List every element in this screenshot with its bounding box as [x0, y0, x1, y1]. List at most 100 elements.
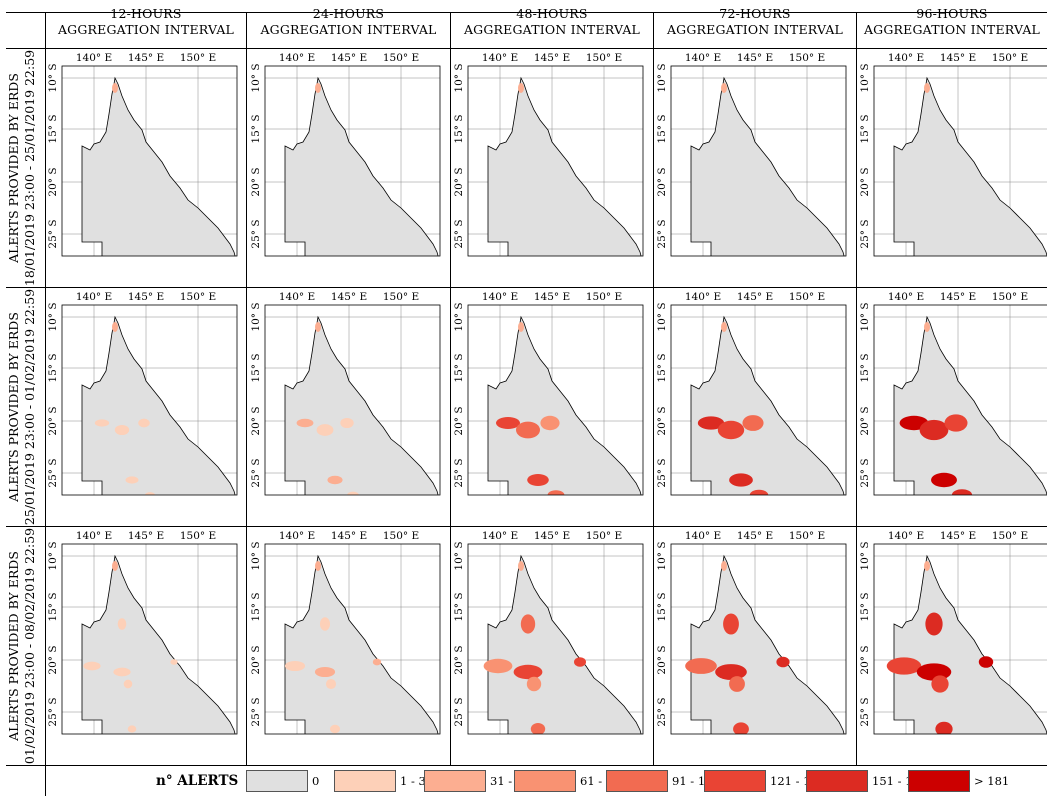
- row-header: ALERTS PROVIDED BY ERDS 18/01/2019 23:00…: [0, 49, 44, 287]
- map-frame: [670, 65, 847, 257]
- alert-area: [721, 83, 727, 93]
- legend: n° ALERTS 0 1 - 30 31 - 60 61 - 90 91 - …: [46, 766, 1047, 796]
- latitude-tick-label: 20° S: [250, 406, 262, 435]
- latitude-tick-label: 20° S: [656, 406, 668, 435]
- alert-area: [733, 722, 749, 734]
- longitude-tick-label: 145° E: [737, 530, 773, 542]
- alert-area: [540, 415, 560, 431]
- latitude-tick-label: 15° S: [656, 592, 668, 621]
- alert-area: [527, 474, 549, 486]
- alert-area: [715, 664, 747, 680]
- alert-area: [924, 83, 930, 93]
- alert-area: [319, 617, 331, 631]
- column-header-subtitle: AGGREGATION INTERVAL: [666, 22, 844, 37]
- map-svg: 140° E 145° E 150° E 10° S 15° S 20° S 25° S: [47, 291, 238, 496]
- longitude-tick-label: 140° E: [76, 530, 112, 542]
- alert-area: [170, 659, 178, 665]
- queensland-landmass: [81, 315, 236, 495]
- queensland-landmass: [487, 76, 642, 256]
- latitude-tick-label: 25° S: [453, 458, 465, 487]
- row-header: ALERTS PROVIDED BY ERDS 25/01/2019 23:00…: [0, 288, 44, 526]
- alert-area: [925, 612, 943, 636]
- alert-area: [138, 418, 150, 428]
- alert-area: [329, 724, 341, 734]
- map-frame: [61, 304, 238, 496]
- map-panel: 140° E 145° E 150° E 10° S 15° S 20° S 25° S: [250, 291, 441, 496]
- map-svg: 140° E 145° E 150° E 10° S 15° S 20° S 25° S: [656, 52, 847, 257]
- longitude-tick-label: 145° E: [331, 52, 367, 64]
- alert-area: [721, 561, 727, 571]
- map-panel: 140° E 145° E 150° E 10° S 15° S 20° S 25° S: [250, 52, 441, 257]
- longitude-tick-label: 140° E: [279, 52, 315, 64]
- grid-line: [6, 48, 1047, 49]
- queensland-landmass: [487, 315, 642, 495]
- map-svg: 140° E 145° E 150° E 10° S 15° S 20° S 25° S: [859, 530, 1047, 735]
- legend-swatch: [606, 770, 668, 792]
- map-panel: 140° E 145° E 150° E 10° S 15° S 20° S 25° S: [453, 291, 644, 496]
- longitude-tick-label: 150° E: [789, 291, 825, 303]
- map-frame: [467, 65, 644, 257]
- queensland-landmass: [893, 315, 1047, 495]
- alert-area: [113, 667, 131, 677]
- longitude-tick-label: 145° E: [331, 530, 367, 542]
- alert-area: [924, 322, 930, 332]
- latitude-tick-label: 10° S: [453, 541, 465, 570]
- latitude-tick-label: 15° S: [47, 353, 59, 382]
- latitude-tick-label: 15° S: [859, 592, 871, 621]
- alert-area: [776, 656, 790, 668]
- map-panel: 140° E 145° E 150° E 10° S 15° S 20° S 25° S: [47, 291, 238, 496]
- map-panel: 140° E 145° E 150° E 10° S 15° S 20° S 25° S: [250, 530, 441, 735]
- latitude-tick-label: 20° S: [453, 645, 465, 674]
- grid-line: [856, 12, 857, 766]
- map-frame: [670, 543, 847, 735]
- latitude-tick-label: 20° S: [656, 645, 668, 674]
- latitude-tick-label: 20° S: [859, 167, 871, 196]
- map-frame: [61, 65, 238, 257]
- latitude-tick-label: 15° S: [47, 592, 59, 621]
- map-frame: [873, 65, 1047, 257]
- alert-area: [685, 658, 717, 674]
- longitude-tick-label: 140° E: [76, 52, 112, 64]
- longitude-tick-label: 150° E: [586, 52, 622, 64]
- longitude-tick-label: 150° E: [586, 530, 622, 542]
- map-svg: 140° E 145° E 150° E 10° S 15° S 20° S 25° S: [250, 291, 441, 496]
- longitude-tick-label: 150° E: [383, 52, 419, 64]
- map-svg: 140° E 145° E 150° E 10° S 15° S 20° S 25° S: [453, 530, 644, 735]
- latitude-tick-label: 20° S: [47, 406, 59, 435]
- map-frame: [467, 543, 644, 735]
- longitude-tick-label: 145° E: [940, 291, 976, 303]
- alert-area: [125, 476, 139, 484]
- map-svg: 140° E 145° E 150° E 10° S 15° S 20° S 25° S: [47, 52, 238, 257]
- alert-area: [931, 675, 949, 693]
- latitude-tick-label: 15° S: [656, 114, 668, 143]
- map-svg: 140° E 145° E 150° E 10° S 15° S 20° S 25° S: [250, 530, 441, 735]
- map-panel: 140° E 145° E 150° E 10° S 15° S 20° S 25° S: [656, 291, 847, 496]
- latitude-tick-label: 20° S: [453, 167, 465, 196]
- grid-line: [6, 526, 1047, 527]
- row-header-source: ALERTS PROVIDED BY ERDS: [6, 73, 21, 263]
- grid-line: [653, 12, 654, 766]
- longitude-tick-label: 145° E: [940, 530, 976, 542]
- latitude-tick-label: 10° S: [250, 541, 262, 570]
- column-header-interval: 72-HOURS: [719, 6, 791, 21]
- alert-area: [315, 322, 321, 332]
- queensland-landmass: [81, 76, 236, 256]
- longitude-tick-label: 140° E: [279, 291, 315, 303]
- legend-swatch: [424, 770, 486, 792]
- queensland-landmass: [893, 554, 1047, 734]
- alert-area: [112, 83, 118, 93]
- longitude-tick-label: 150° E: [180, 530, 216, 542]
- longitude-tick-label: 150° E: [383, 530, 419, 542]
- latitude-tick-label: 20° S: [250, 645, 262, 674]
- longitude-tick-label: 140° E: [685, 52, 721, 64]
- row-header-source: ALERTS PROVIDED BY ERDS: [6, 551, 21, 741]
- map-panel: 140° E 145° E 150° E 10° S 15° S 20° S 25° S: [859, 291, 1047, 496]
- column-header-subtitle: AGGREGATION INTERVAL: [463, 22, 641, 37]
- map-frame: [467, 304, 644, 496]
- row-header-source: ALERTS PROVIDED BY ERDS: [6, 312, 21, 502]
- latitude-tick-label: 10° S: [47, 541, 59, 570]
- row-header-period: 01/02/2019 23:00 - 08/02/2019 22:59: [22, 527, 37, 765]
- latitude-tick-label: 15° S: [656, 353, 668, 382]
- alert-area: [516, 421, 540, 439]
- grid-line: [6, 287, 1047, 288]
